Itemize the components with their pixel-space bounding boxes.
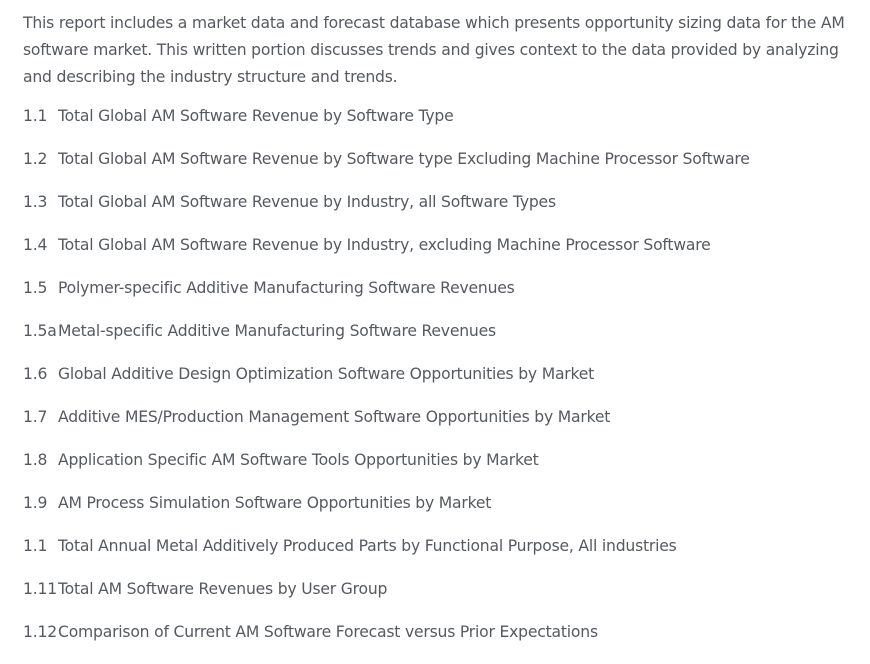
toc-item-title: Total AM Software Revenues by User Group <box>58 580 388 598</box>
toc-item-number: 1.5a <box>23 322 57 340</box>
toc-item: 1.9 AM Process Simulation Software Opport… <box>23 492 847 535</box>
toc-item: 1.1 Total Global AM Software Revenue by S… <box>23 105 847 148</box>
toc-item-title: Total Global AM Software Revenue by Soft… <box>58 150 750 168</box>
toc-item-number: 1.9 <box>23 494 48 512</box>
toc-item-number: 1.1 <box>23 537 48 555</box>
toc-item-title: AM Process Simulation Software Opportuni… <box>58 494 492 512</box>
toc-item-title: Metal-specific Additive Manufacturing So… <box>58 322 496 340</box>
toc-item: 1.2 Total Global AM Software Revenue by S… <box>23 148 847 191</box>
toc-item-number: 1.11 <box>23 580 57 598</box>
toc-item-title: Comparison of Current AM Software Foreca… <box>58 623 598 641</box>
toc-item-number: 1.1 <box>23 107 48 125</box>
toc-item: 1.11 Total AM Software Revenues by User G… <box>23 578 847 621</box>
table-of-contents: 1.1 Total Global AM Software Revenue by S… <box>23 105 847 664</box>
toc-item-number: 1.12 <box>23 623 57 641</box>
toc-item-title: Polymer-specific Additive Manufacturing … <box>58 279 515 297</box>
toc-item: 1.1 Total Annual Metal Additively Produce… <box>23 535 847 578</box>
toc-item: 1.12 Comparison of Current AM Software Fo… <box>23 621 847 664</box>
toc-item-number: 1.2 <box>23 150 48 168</box>
toc-item: 1.5 Polymer-specific Additive Manufacturi… <box>23 277 847 320</box>
toc-item-number: 1.3 <box>23 193 48 211</box>
toc-item-title: Total Annual Metal Additively Produced P… <box>58 537 677 555</box>
toc-item: 1.7 Additive MES/Production Management So… <box>23 406 847 449</box>
toc-item: 1.5a Metal-specific Additive Manufacturin… <box>23 320 847 363</box>
toc-item-title: Total Global AM Software Revenue by Indu… <box>58 193 556 211</box>
toc-item: 1.6 Global Additive Design Optimization S… <box>23 363 847 406</box>
toc-item-number: 1.5 <box>23 279 48 297</box>
toc-item: 1.4 Total Global AM Software Revenue by I… <box>23 234 847 277</box>
toc-item-title: Total Global AM Software Revenue by Indu… <box>58 236 711 254</box>
toc-item: 1.8 Application Specific AM Software Tool… <box>23 449 847 492</box>
toc-item-title: Application Specific AM Software Tools O… <box>58 451 539 469</box>
toc-item-title: Additive MES/Production Management Softw… <box>58 408 611 426</box>
toc-item-number: 1.7 <box>23 408 48 426</box>
toc-item-number: 1.8 <box>23 451 48 469</box>
toc-item-title: Total Global AM Software Revenue by Soft… <box>58 107 454 125</box>
toc-item-title: Global Additive Design Optimization Soft… <box>58 365 595 383</box>
toc-item-number: 1.4 <box>23 236 48 254</box>
toc-item-number: 1.6 <box>23 365 48 383</box>
intro-paragraph: This report includes a market data and f… <box>23 14 845 86</box>
toc-item: 1.3 Total Global AM Software Revenue by I… <box>23 191 847 234</box>
